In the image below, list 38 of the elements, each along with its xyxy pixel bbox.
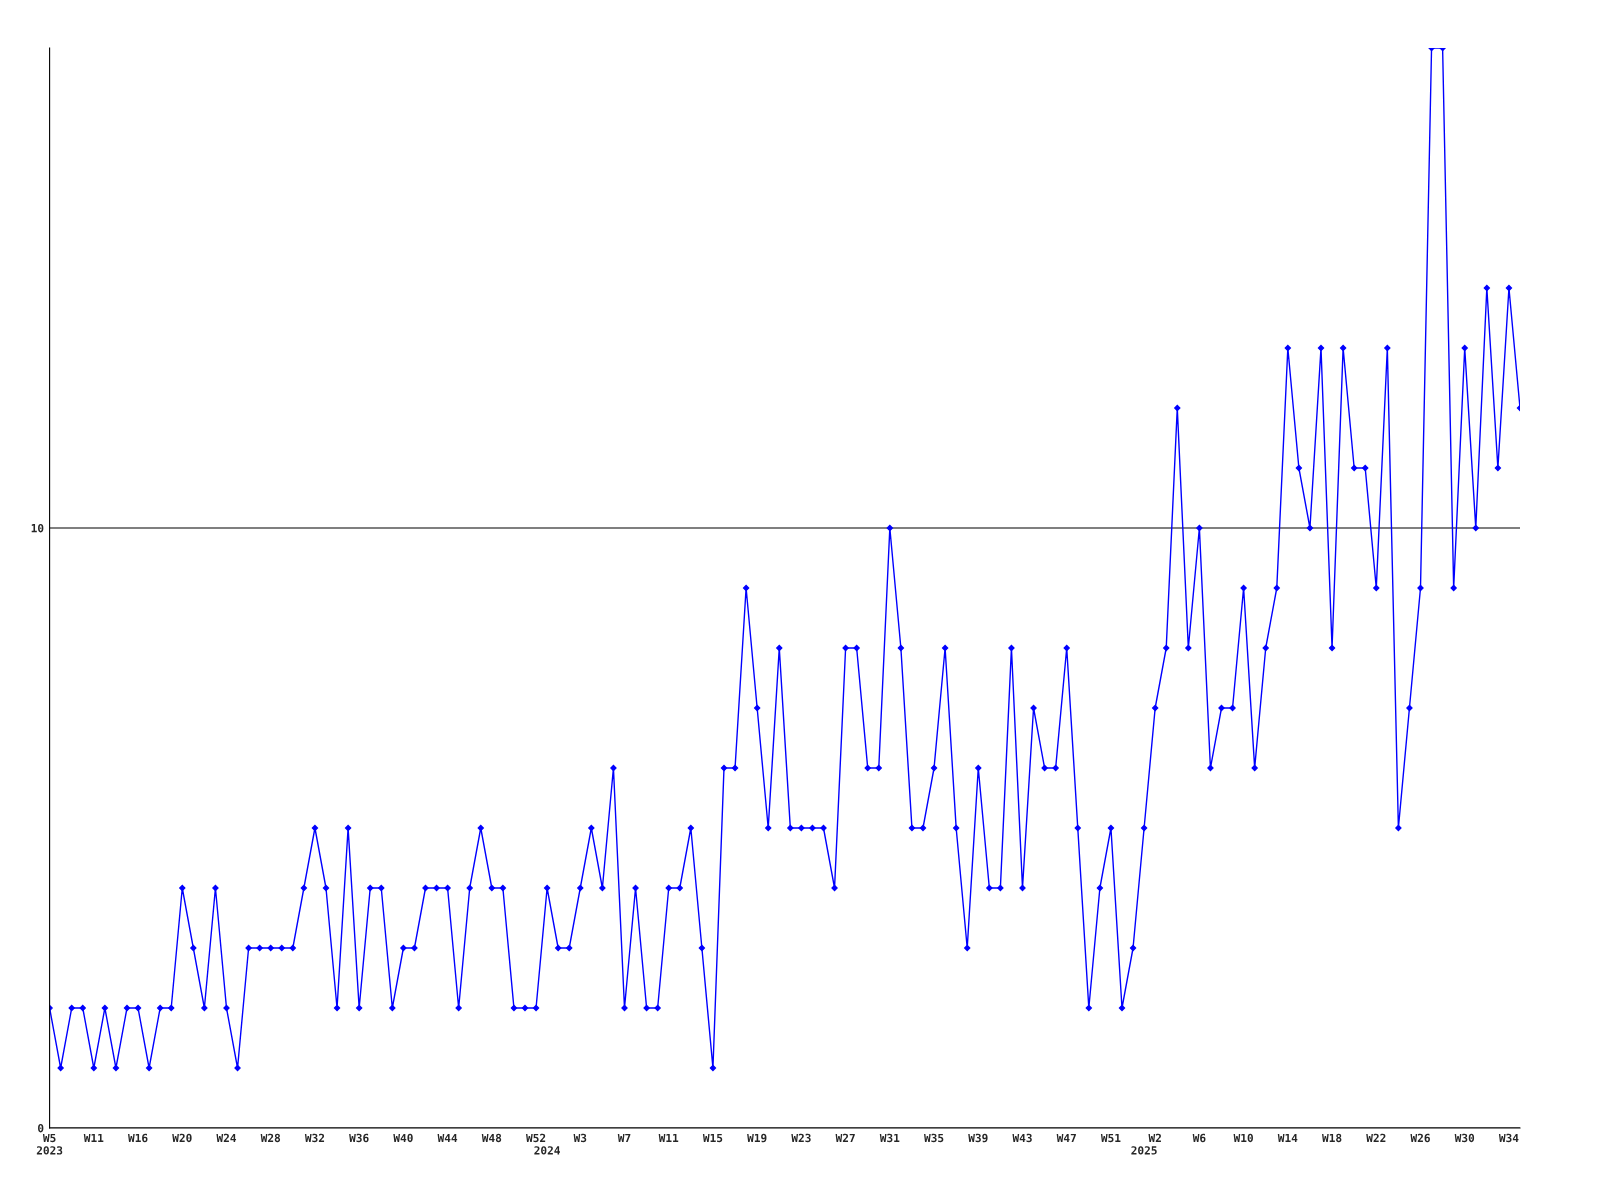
y-tick-label: 0 <box>38 1123 44 1133</box>
x-tick-label: W48 <box>481 1133 502 1143</box>
x-tick-label: W20 <box>172 1133 192 1143</box>
x-tick-label: W18 <box>1322 1133 1342 1143</box>
x-tick-label: 2025 <box>1131 1146 1157 1155</box>
x-tick-label: W40 <box>393 1133 413 1143</box>
x-tick-label: W39 <box>968 1133 988 1143</box>
x-tick-label: W6 <box>1192 1133 1206 1143</box>
x-tick-label: W34 <box>1498 1133 1519 1143</box>
x-tick-label: W16 <box>128 1133 148 1143</box>
x-tick-label: W47 <box>1056 1133 1076 1142</box>
x-tick-label: W52 <box>526 1133 546 1143</box>
x-tick-label: W24 <box>216 1133 237 1142</box>
x-tick-label: W30 <box>1454 1133 1475 1143</box>
x-tick-label: W11 <box>83 1133 104 1142</box>
y-tick-label: 10 <box>31 523 44 533</box>
x-tick-label: W14 <box>1277 1133 1298 1142</box>
x-tick-label: W36 <box>349 1133 369 1143</box>
x-tick-label: W10 <box>1233 1133 1253 1143</box>
x-tick-label: W22 <box>1366 1133 1386 1142</box>
x-tick-label: W43 <box>1012 1133 1032 1143</box>
x-tick-label: W19 <box>747 1133 767 1143</box>
x-tick-label: W51 <box>1100 1133 1121 1143</box>
x-tick-label: W26 <box>1410 1133 1430 1143</box>
x-tick-label: W15 <box>702 1133 723 1143</box>
x-tick-label: W28 <box>260 1133 281 1143</box>
x-tick-label: W31 <box>879 1133 900 1143</box>
x-tick-label: W7 <box>617 1133 631 1142</box>
x-tick-label: W27 <box>835 1133 855 1142</box>
x-tick-label: W3 <box>573 1133 587 1143</box>
x-tick-label: W35 <box>924 1133 944 1143</box>
x-tick-label: W23 <box>791 1133 811 1143</box>
x-tick-label: 2024 <box>534 1146 560 1155</box>
x-tick-label: W2 <box>1148 1133 1161 1142</box>
x-tick-label: W44 <box>437 1133 458 1142</box>
x-tick-label: W11 <box>658 1133 679 1142</box>
x-tick-label: W32 <box>304 1133 325 1143</box>
x-tick-label: W5 2023 <box>36 1133 63 1155</box>
